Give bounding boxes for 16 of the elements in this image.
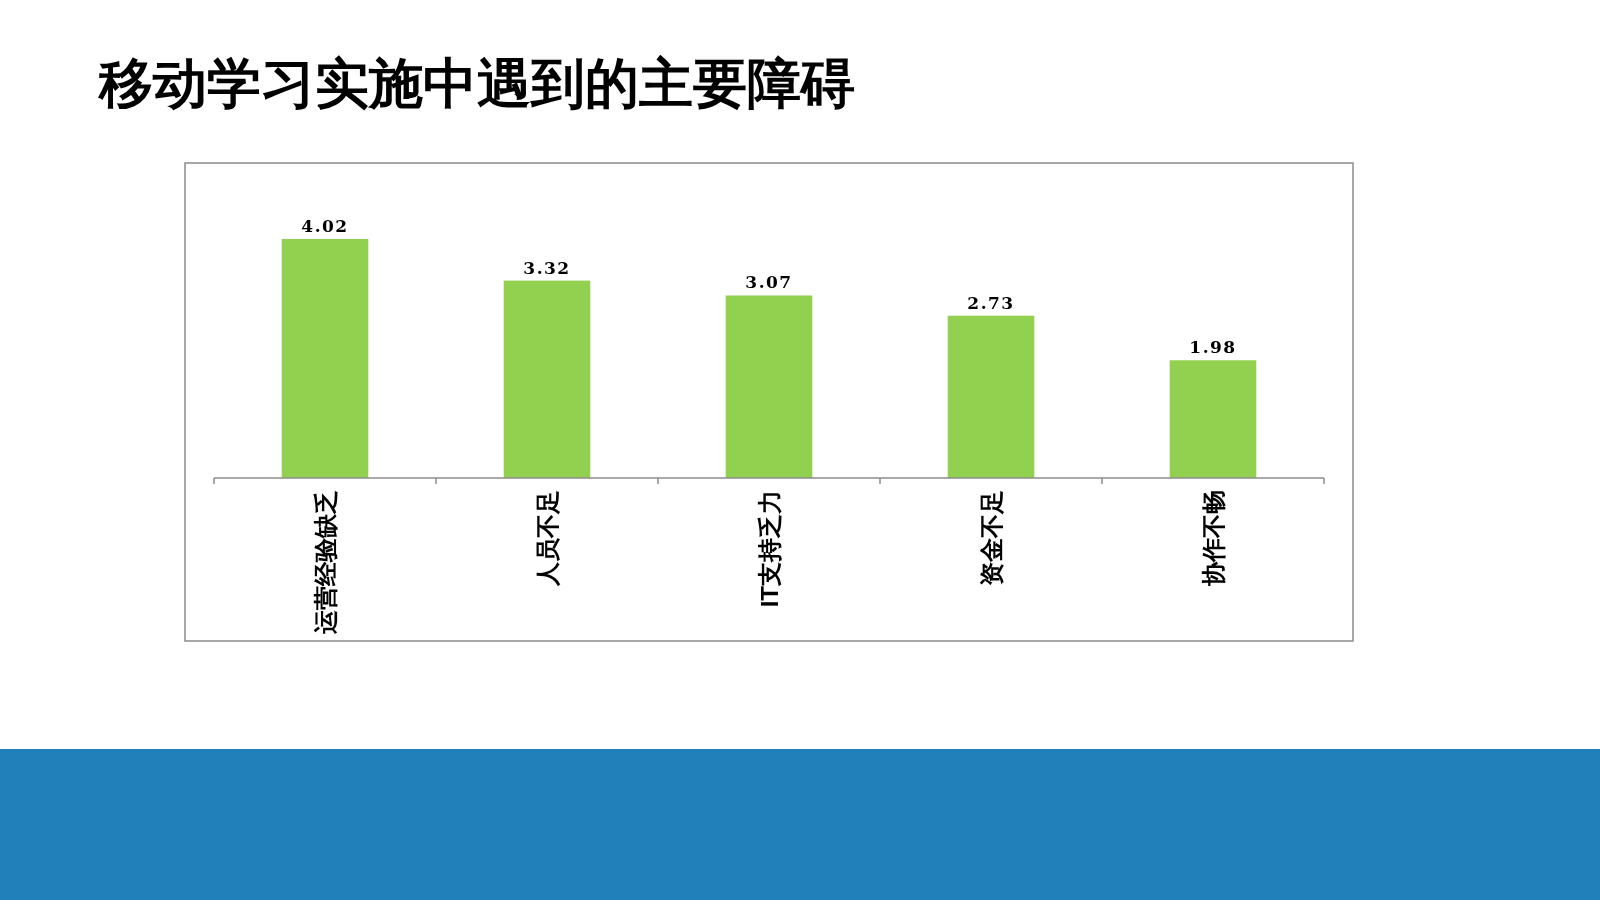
data-label: 1.98	[1189, 337, 1237, 358]
bar	[947, 315, 1035, 478]
bar	[1169, 360, 1257, 478]
data-label: 3.07	[745, 272, 793, 293]
x-tick-label: 人员不足	[533, 490, 561, 587]
data-label: 2.73	[967, 292, 1015, 313]
data-label: 3.32	[523, 257, 571, 278]
x-tick-label: IT支持乏力	[755, 490, 783, 608]
bar	[503, 280, 591, 478]
chart-title: 移动学习实施中遇到的主要障碍	[97, 53, 855, 113]
x-tick-label: 协作不畅	[1199, 490, 1227, 587]
bar	[725, 295, 813, 478]
bar	[281, 239, 369, 478]
x-tick-label: 运营经验缺乏	[311, 490, 339, 635]
x-tick-label: 资金不足	[977, 490, 1005, 586]
data-label: 4.02	[301, 216, 349, 236]
